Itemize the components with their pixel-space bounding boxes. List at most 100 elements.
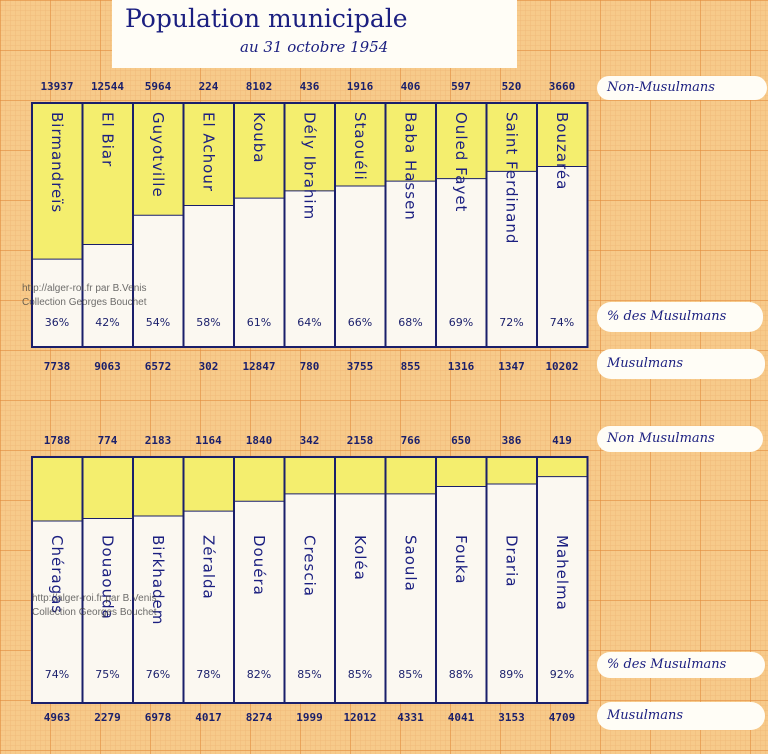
muslim-count: 4331	[397, 711, 424, 724]
commune-label: El Biar	[98, 112, 117, 168]
bar-non-muslim	[82, 103, 133, 245]
muslim-count: 10202	[545, 360, 579, 373]
commune-label: Ouled Fayet	[452, 112, 470, 213]
bar-non-muslim	[284, 457, 335, 494]
watermark-url: http://alger-roi.fr par B.Venis	[22, 283, 147, 294]
non-muslim-count: 774	[97, 434, 118, 447]
commune-label: Guyotville	[149, 112, 167, 198]
muslim-count: 12847	[242, 360, 276, 373]
pct-label: 85%	[398, 668, 423, 681]
watermark-collection: Collection Georges Bouchet	[22, 297, 147, 308]
muslim-count: 3153	[498, 711, 525, 724]
commune-label: Draria	[502, 535, 521, 588]
non-muslim-count: 224	[198, 80, 219, 93]
commune-label: Douéra	[250, 535, 268, 596]
pct-label: 36%	[44, 316, 70, 329]
pct-label: 64%	[297, 316, 322, 329]
commune-label: Fouka	[452, 535, 470, 585]
commune-label: Birkhadem	[149, 535, 167, 626]
muslim-count: 9063	[94, 360, 121, 373]
non-muslim-count: 386	[501, 434, 522, 447]
non-muslim-count: 8102	[245, 80, 273, 93]
pct-label: 74%	[549, 316, 575, 329]
non-muslim-count: 1788	[43, 434, 71, 447]
bar-non-muslim	[436, 103, 487, 179]
pct-label: 72%	[499, 316, 524, 329]
non-muslim-count: 5964	[144, 80, 172, 93]
non-muslim-count: 406	[400, 80, 421, 93]
commune-label: Kouba	[250, 112, 268, 164]
non-muslim-count: 1840	[245, 434, 273, 447]
muslim-count: 4017	[195, 711, 222, 724]
muslim-count: 1999	[296, 711, 323, 724]
bar-non-muslim	[537, 457, 588, 477]
watermark-collection-2: Collection Georges Bouchet	[32, 607, 157, 618]
bar-non-muslim	[335, 103, 386, 186]
commune-label: Bouzaréa	[553, 112, 571, 191]
bar-non-muslim	[32, 457, 83, 521]
commune-label: Zéralda	[199, 535, 218, 600]
legend-pct-top: % des Musulmans	[597, 302, 763, 332]
non-muslim-count: 766	[400, 434, 421, 447]
bar-non-muslim	[486, 457, 537, 485]
muslim-count: 7738	[43, 360, 71, 373]
chart-subtitle: au 31 octobre 1954	[240, 38, 389, 56]
muslim-count: 6978	[144, 711, 172, 724]
non-muslim-count: 2183	[144, 434, 172, 447]
pct-label: 42%	[95, 316, 120, 329]
pct-label: 82%	[246, 668, 272, 681]
chart-title: Population municipale	[125, 4, 408, 33]
watermark-url-2: http://alger-roi.fr par B.Venis	[32, 593, 157, 604]
bar-non-muslim	[183, 103, 234, 206]
legend-non-muslims-bottom: Non Musulmans	[597, 426, 763, 452]
bar-non-muslim	[486, 103, 537, 172]
pct-label: 66%	[347, 316, 373, 329]
muslim-count: 4709	[548, 711, 576, 724]
pct-label: 75%	[95, 668, 120, 681]
non-muslim-count: 597	[451, 80, 471, 93]
commune-label: Chéragas	[48, 535, 66, 615]
pct-label: 74%	[44, 668, 70, 681]
non-muslim-count: 436	[299, 80, 320, 93]
pct-label: 78%	[196, 668, 221, 681]
non-muslim-count: 1916	[346, 80, 374, 93]
pct-label: 76%	[145, 668, 171, 681]
bar-non-muslim	[234, 103, 285, 199]
commune-label: Douaouda	[98, 535, 117, 620]
muslim-count: 4963	[43, 711, 71, 724]
bar-non-muslim	[183, 457, 234, 512]
pct-label: 85%	[347, 668, 373, 681]
commune-label: Baba Hassen	[401, 112, 420, 221]
commune-label: El Achour	[199, 112, 218, 193]
legend-muslims-top: Musulmans	[597, 349, 765, 379]
muslim-count: 2279	[94, 711, 121, 724]
legend-muslims-bottom: Musulmans	[597, 702, 765, 730]
bar-non-muslim	[234, 457, 285, 502]
legend-non-muslims-top: Non-Musulmans	[597, 76, 767, 100]
commune-label: Birmandreïs	[48, 112, 66, 214]
pct-label: 61%	[246, 316, 272, 329]
muslim-count: 12012	[343, 711, 377, 724]
bar-non-muslim	[284, 103, 335, 191]
bar-non-muslim	[133, 103, 184, 216]
pct-label: 85%	[297, 668, 322, 681]
muslim-count: 855	[400, 360, 421, 373]
legend-pct-bottom: % des Musulmans	[597, 652, 765, 678]
chart-bottom	[31, 456, 589, 704]
non-muslim-count: 12544	[90, 80, 125, 93]
pct-label: 68%	[398, 316, 423, 329]
commune-label: Dély Ibrahim	[300, 112, 319, 221]
bar-non-muslim	[133, 457, 184, 517]
bar-non-muslim	[32, 103, 83, 260]
bar-non-muslim	[82, 457, 133, 519]
bar-non-muslim	[537, 103, 588, 167]
non-muslim-count: 342	[299, 434, 320, 447]
non-muslim-count: 419	[552, 434, 572, 447]
plot-border	[31, 102, 589, 348]
commune-label: Crescia	[300, 535, 319, 597]
commune-label: Staouéli	[351, 112, 369, 181]
pct-label: 58%	[196, 316, 221, 329]
bar-non-muslim	[385, 103, 436, 182]
pct-label: 92%	[549, 668, 575, 681]
